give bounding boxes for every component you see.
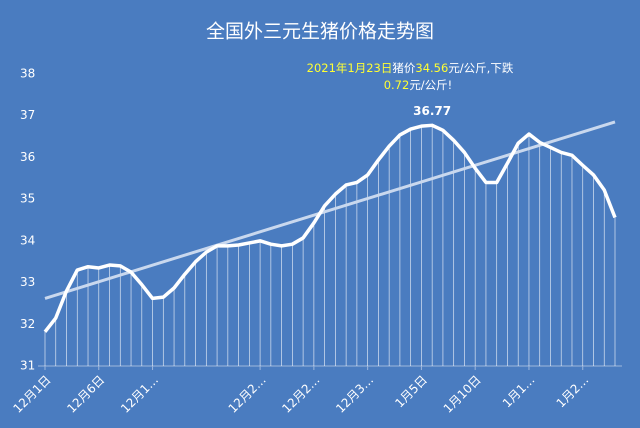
series-line <box>43 123 617 333</box>
annotation-part: 猪价 <box>392 61 415 75</box>
annotation-part: 0.72 <box>384 78 410 92</box>
trend-line <box>44 120 616 300</box>
y-tick-label: 31 <box>20 359 35 373</box>
annotation: 2021年1月23日猪价34.56元/公斤,下跌 <box>307 61 514 75</box>
y-tick-label: 32 <box>20 317 35 331</box>
annotation: 0.72元/公斤! <box>384 78 453 92</box>
y-tick-label: 35 <box>20 192 35 206</box>
annotation-part: 2021年1月23日 <box>307 61 393 75</box>
y-tick-label: 33 <box>20 275 35 289</box>
annotation-part: 34.56 <box>415 61 448 75</box>
annotation-part: 元/公斤,下跌 <box>448 61 514 75</box>
y-tick-label: 37 <box>20 108 35 122</box>
y-tick-label: 34 <box>20 233 35 247</box>
y-tick-label: 36 <box>20 150 35 164</box>
y-tick-label: 38 <box>20 67 35 81</box>
chart-title: 全国外三元生猪价格走势图 <box>206 21 434 43</box>
data-label: 36.77 <box>413 104 451 118</box>
annotation-part: 元/公斤! <box>409 78 452 92</box>
